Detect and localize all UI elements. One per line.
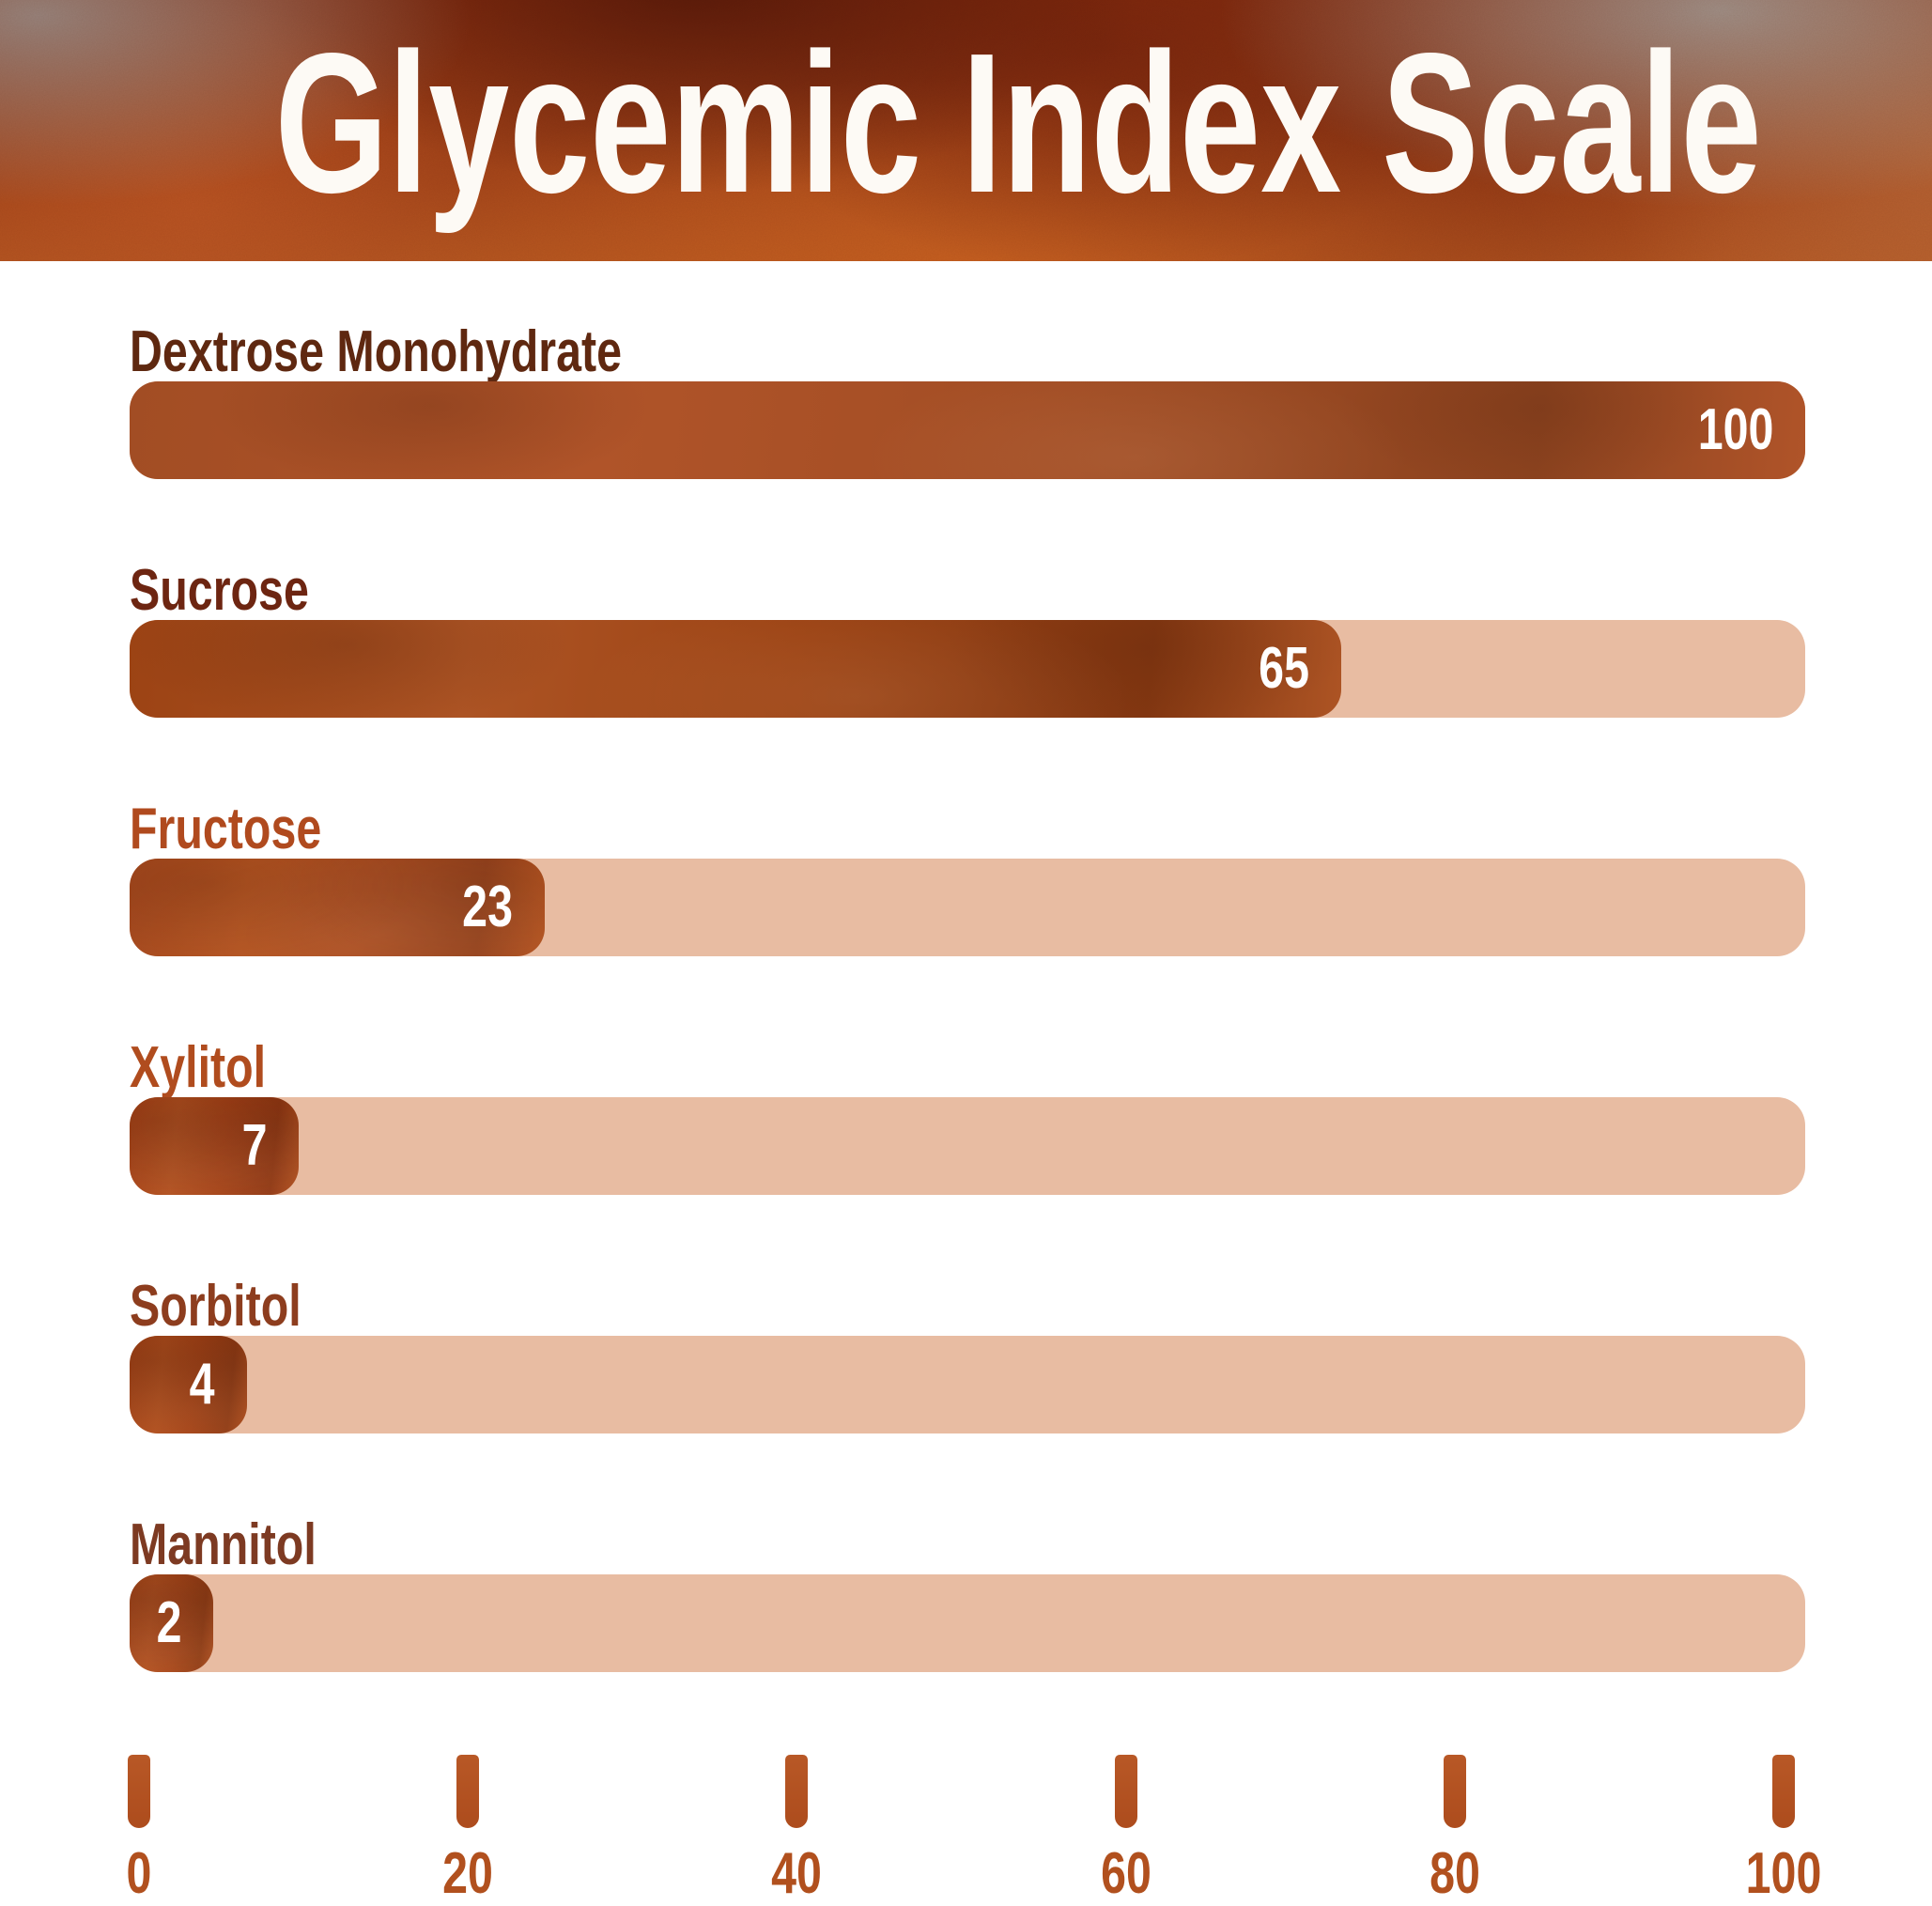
bar-value: 2: [149, 1594, 181, 1652]
page-title: Glycemic Index Scale: [0, 23, 1932, 223]
axis-tick-20: [456, 1755, 480, 1828]
axis-tick-label: 40: [765, 1845, 829, 1903]
bar-value-text: 7: [241, 1113, 268, 1178]
bar-label: Xylitol: [130, 1039, 1805, 1097]
axis-tick-label: 80: [1422, 1845, 1487, 1903]
bar-track: 2: [130, 1574, 1805, 1672]
axis-tick-60: [1114, 1755, 1137, 1828]
bar-label-text: Fructose: [130, 797, 322, 861]
bar-row-sucrose: Sucrose 65: [130, 562, 1805, 718]
axis-tick-label: 60: [1093, 1845, 1158, 1903]
bar-track: 7: [130, 1097, 1805, 1195]
bar-label: Dextrose Monohydrate: [130, 323, 1805, 381]
axis-tick-label-text: 60: [1100, 1841, 1151, 1906]
header-banner: Glycemic Index Scale: [0, 0, 1932, 261]
axis-tick-label: 0: [123, 1845, 155, 1903]
bar-value: 7: [235, 1117, 267, 1175]
bar-value: 23: [448, 875, 514, 939]
bar-row-mannitol: Mannitol 2: [130, 1516, 1805, 1672]
bar-fill: 7: [130, 1097, 299, 1195]
bar-value: 65: [1244, 640, 1309, 698]
bar-value-text: 23: [462, 875, 514, 939]
bar-row-xylitol: Xylitol 7: [130, 1039, 1805, 1195]
bar-value-text: 4: [189, 1352, 215, 1417]
bar-label-text: Sorbitol: [130, 1274, 301, 1339]
axis-tick-label: 20: [436, 1845, 501, 1903]
axis-tick-label: 100: [1735, 1845, 1832, 1903]
bar-label-text: Xylitol: [130, 1035, 267, 1100]
axis-tick-label-text: 0: [126, 1841, 152, 1906]
axis-tick-label-text: 100: [1745, 1841, 1822, 1906]
bar-track: 100: [130, 381, 1805, 479]
axis-tick-100: [1772, 1755, 1795, 1828]
bar-value-text: 100: [1697, 397, 1773, 462]
bar-row-dextrose-monohydrate: Dextrose Monohydrate 100: [130, 323, 1805, 479]
bar-fill: 2: [130, 1574, 213, 1672]
axis-tick-label-text: 20: [442, 1841, 494, 1906]
bar-label-text: Sucrose: [130, 558, 309, 623]
axis-tick-label-text: 40: [771, 1841, 823, 1906]
bar-label: Sorbitol: [130, 1278, 1805, 1336]
bar-label: Mannitol: [130, 1516, 1805, 1574]
bar-value: 100: [1677, 401, 1773, 459]
bar-label: Sucrose: [130, 562, 1805, 620]
bar-track: 4: [130, 1336, 1805, 1433]
bar-row-sorbitol: Sorbitol 4: [130, 1278, 1805, 1433]
bar-value-text: 2: [156, 1590, 182, 1655]
bar-track: 23: [130, 859, 1805, 956]
texture-noise-overlay: [0, 0, 1932, 261]
axis-tick-label-text: 80: [1429, 1841, 1480, 1906]
bar-track: 65: [130, 620, 1805, 718]
bar-fill: 100: [130, 381, 1805, 479]
bar-row-fructose: Fructose 23: [130, 800, 1805, 956]
axis-tick-80: [1443, 1755, 1466, 1828]
bar-value: 4: [182, 1352, 215, 1417]
glycemic-index-chart: Dextrose Monohydrate 100 Sucrose 65 Fruc…: [127, 261, 1822, 1905]
bar-label-text: Mannitol: [130, 1512, 317, 1577]
bar-fill: 23: [130, 859, 545, 956]
bar-value-text: 65: [1259, 636, 1309, 701]
axis-tick-0: [128, 1755, 150, 1828]
bar-fill: 4: [130, 1336, 247, 1433]
bar-fill: 65: [130, 620, 1341, 718]
bar-label-text: Dextrose Monohydrate: [130, 319, 623, 384]
bar-label: Fructose: [130, 800, 1805, 859]
x-axis: 0 20 40 60 80 100: [127, 1755, 1821, 1905]
axis-tick-40: [785, 1755, 809, 1828]
page-title-text: Glycemic Index Scale: [274, 11, 1762, 234]
